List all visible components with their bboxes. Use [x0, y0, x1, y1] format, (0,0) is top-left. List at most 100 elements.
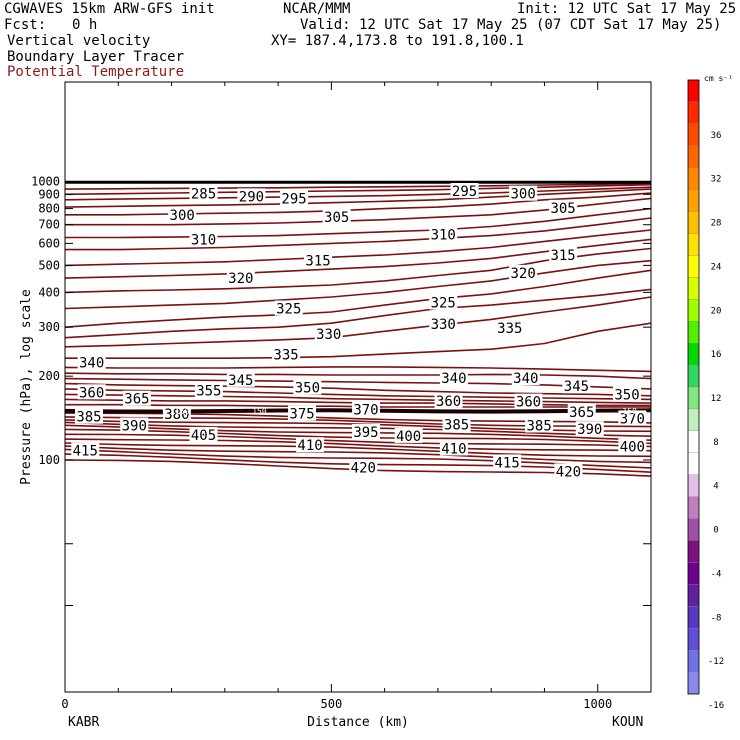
contour-label: 390 — [577, 422, 602, 438]
contour-label: 305 — [324, 210, 349, 226]
contour-label-bg — [549, 246, 578, 262]
contour-label-bg — [162, 406, 191, 422]
contour-label-bg — [514, 393, 543, 409]
isentrope-line — [65, 366, 651, 373]
contour-label: 370 — [620, 411, 645, 427]
colorbar-label: 28 — [711, 219, 722, 229]
contour-label: 360 — [436, 394, 461, 410]
contour-label: 420 — [556, 464, 581, 480]
isentrope-line — [65, 186, 651, 201]
y-tick-label: 700 — [38, 218, 60, 232]
colorbar-swatch — [687, 452, 700, 475]
tropopause-label: 150 — [622, 407, 637, 416]
isentrope-line — [65, 207, 651, 239]
contour-label-bg — [509, 264, 538, 280]
colorbar-swatch — [687, 233, 700, 256]
isentrope-line — [65, 288, 651, 339]
contour-label-bg — [439, 369, 468, 385]
colorbar-label: 36 — [711, 131, 722, 141]
field-potential-temperature: Potential Temperature — [7, 64, 185, 80]
x-tick-label: 1000 — [583, 697, 612, 711]
contour-label-bg — [439, 440, 468, 456]
contour-label: 360 — [516, 395, 541, 411]
colorbar-swatch — [687, 167, 700, 190]
colorbar-swatch — [687, 649, 700, 673]
contour-label: 295 — [452, 184, 477, 200]
contour-label: 405 — [191, 428, 216, 444]
xy-coords: XY= 187.4,173.8 to 191.8,100.1 — [271, 33, 524, 49]
contour-label-bg — [293, 379, 322, 395]
contour-label-bg — [450, 183, 479, 199]
contour-label-bg — [442, 416, 471, 432]
contour-label: 385 — [76, 410, 101, 426]
colorbar-swatch — [687, 342, 700, 366]
contour-label-bg — [567, 403, 596, 419]
contour-label: 390 — [122, 418, 147, 434]
y-tick-label: 500 — [38, 258, 60, 272]
colorbar-swatch — [687, 123, 700, 146]
contour-label-bg — [288, 405, 317, 421]
colorbar-swatch — [687, 606, 700, 629]
contour-label: 365 — [124, 392, 149, 408]
contour-label: 325 — [431, 295, 456, 311]
colorbar-swatch — [687, 518, 700, 541]
contour-label-bg — [429, 226, 458, 242]
isentrope-line — [65, 269, 651, 328]
right-station-label: KOUN — [612, 715, 643, 730]
colorbar-swatch — [687, 386, 700, 410]
contour-label-bg — [322, 209, 351, 225]
valid-time: Valid: 12 UTC Sat 17 May 25 (07 CDT Sat … — [300, 17, 722, 33]
colorbar-swatch — [687, 79, 700, 103]
org-label: NCAR/MMM — [283, 1, 351, 17]
contour-label: 320 — [228, 271, 253, 287]
contour-label-bg — [618, 410, 647, 426]
x-tick-label: 0 — [61, 697, 68, 711]
contour-label-bg — [351, 401, 380, 417]
contour-label: 305 — [550, 201, 575, 217]
contour-label: 380 — [164, 407, 189, 423]
contour-label: 310 — [431, 228, 456, 244]
contour-label: 370 — [353, 402, 378, 418]
isentrope-line — [65, 229, 651, 267]
contour-label: 365 — [569, 405, 594, 421]
contour-label-bg — [349, 459, 378, 475]
contour-label-bg — [554, 463, 583, 479]
y-tick-label: 300 — [38, 320, 60, 334]
isentrope-line — [65, 412, 651, 424]
colorbar-swatch — [687, 540, 700, 563]
contour-label-bg — [71, 442, 100, 458]
contour-label: 340 — [441, 371, 466, 387]
colorbar-swatch — [687, 145, 700, 168]
fcst-value: 0 h — [72, 17, 98, 33]
isentrope-line — [65, 377, 651, 390]
contour-label: 410 — [441, 441, 466, 457]
contour-label: 415 — [73, 444, 98, 460]
colorbar-swatch — [687, 101, 700, 125]
contour-label-bg — [272, 346, 301, 362]
isentrope-line — [65, 372, 651, 380]
contour-label: 330 — [431, 317, 456, 333]
contour-label-bg — [194, 382, 223, 398]
colorbar-label: -16 — [708, 701, 724, 711]
colorbar-label: 24 — [711, 262, 722, 272]
field-boundary-layer-tracer: Boundary Layer Tracer — [7, 49, 185, 65]
contour-label-bg — [351, 424, 380, 440]
colorbar-swatch — [687, 364, 700, 388]
y-tick-label: 900 — [38, 187, 60, 201]
isentrope-line — [65, 416, 651, 428]
contour-label: 310 — [191, 232, 216, 248]
y-tick-label: 200 — [38, 369, 60, 383]
contour-label-bg — [304, 252, 333, 268]
contour-label: 335 — [497, 321, 522, 337]
colorbar-label: -12 — [708, 657, 724, 667]
contour-label: 290 — [239, 189, 264, 205]
contour-label: 420 — [351, 460, 376, 476]
isentropes — [65, 180, 651, 477]
isentrope-line — [65, 217, 651, 251]
contour-label-bg — [618, 438, 647, 454]
contour-label: 400 — [396, 429, 421, 445]
isentrope-line — [65, 322, 651, 359]
contour-label: 325 — [276, 302, 301, 318]
contour-label: 350 — [614, 387, 639, 403]
